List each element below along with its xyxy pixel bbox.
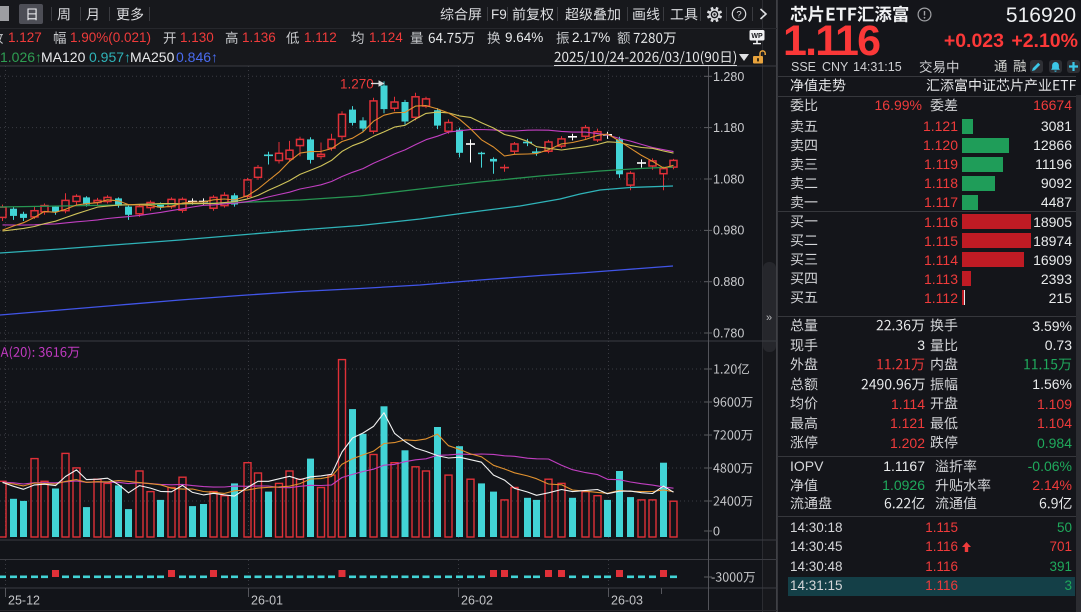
svg-text:1.180: 1.180 bbox=[713, 121, 744, 135]
svg-text:WP: WP bbox=[751, 33, 763, 40]
svg-text:0: 0 bbox=[713, 525, 720, 539]
svg-text:0.980: 0.980 bbox=[713, 224, 744, 238]
svg-text:0.880: 0.880 bbox=[713, 275, 744, 289]
svg-text:26-02: 26-02 bbox=[461, 594, 493, 608]
svg-text:?: ? bbox=[736, 9, 741, 20]
svg-text:1.080: 1.080 bbox=[713, 172, 744, 186]
svg-text:26-01: 26-01 bbox=[251, 594, 283, 608]
svg-text:26-03: 26-03 bbox=[611, 594, 643, 608]
svg-text:25-12: 25-12 bbox=[8, 594, 40, 608]
svg-text:1.280: 1.280 bbox=[713, 70, 744, 84]
svg-text:0.780: 0.780 bbox=[713, 326, 744, 340]
svg-text:1.270: 1.270 bbox=[340, 77, 374, 92]
